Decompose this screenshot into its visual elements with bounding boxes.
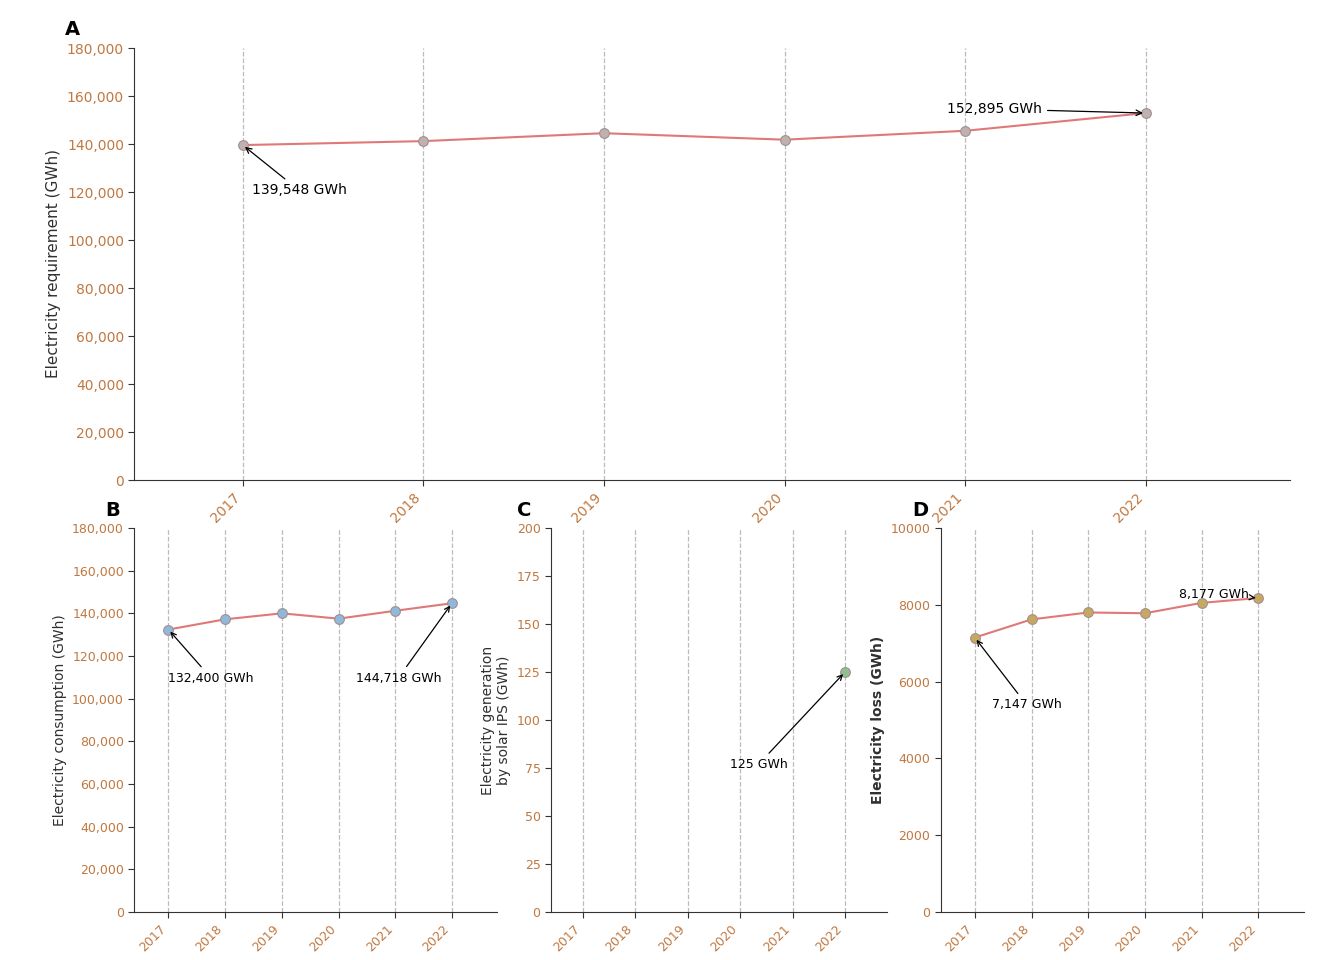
Text: A: A bbox=[65, 20, 81, 39]
Text: C: C bbox=[517, 501, 532, 520]
Y-axis label: Electricity loss (GWh): Electricity loss (GWh) bbox=[871, 636, 884, 804]
Text: 152,895 GWh: 152,895 GWh bbox=[948, 102, 1141, 116]
Text: 125 GWh: 125 GWh bbox=[730, 675, 843, 771]
Y-axis label: Electricity consumption (GWh): Electricity consumption (GWh) bbox=[52, 614, 67, 826]
Y-axis label: Electricity requirement (GWh): Electricity requirement (GWh) bbox=[46, 150, 62, 378]
Text: B: B bbox=[105, 501, 120, 520]
Text: 132,400 GWh: 132,400 GWh bbox=[168, 633, 254, 684]
Text: 139,548 GWh: 139,548 GWh bbox=[246, 148, 347, 198]
Text: D: D bbox=[911, 501, 927, 520]
Text: 8,177 GWh: 8,177 GWh bbox=[1179, 588, 1254, 601]
Text: 7,147 GWh: 7,147 GWh bbox=[977, 641, 1062, 711]
Y-axis label: Electricity generation
by solar IPS (GWh): Electricity generation by solar IPS (GWh… bbox=[481, 645, 511, 795]
Text: 144,718 GWh: 144,718 GWh bbox=[356, 607, 449, 684]
